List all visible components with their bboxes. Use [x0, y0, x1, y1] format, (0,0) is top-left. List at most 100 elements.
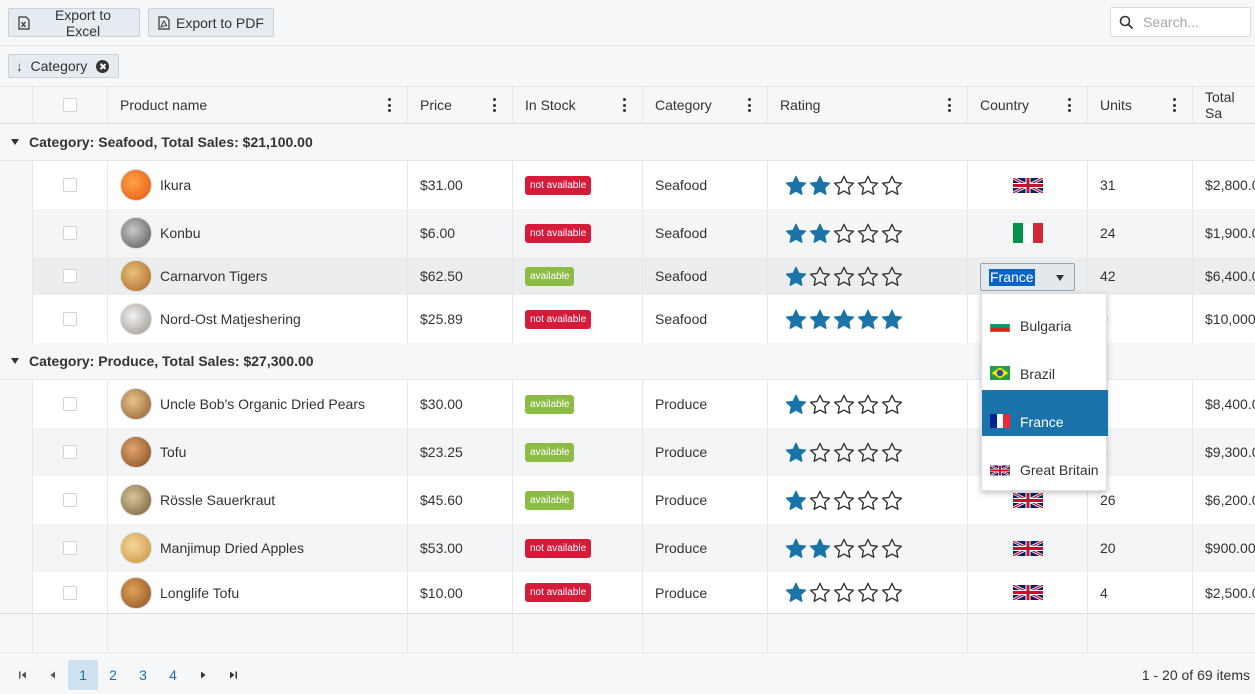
star-filled-icon[interactable]: [833, 309, 855, 330]
header-units[interactable]: Units: [1088, 87, 1193, 124]
row-checkbox[interactable]: [63, 445, 77, 459]
cell-sel[interactable]: [33, 209, 108, 257]
cell-name[interactable]: Konbu: [108, 209, 408, 257]
star-empty-icon[interactable]: [881, 538, 903, 559]
cell-price[interactable]: $23.25: [408, 428, 513, 476]
rating-stars[interactable]: [785, 223, 905, 244]
group-chip-category[interactable]: ↓ Category: [8, 54, 119, 78]
header-country[interactable]: Country: [968, 87, 1088, 124]
star-empty-icon[interactable]: [857, 442, 879, 463]
star-empty-icon[interactable]: [881, 582, 903, 603]
cell-stock[interactable]: available: [513, 476, 643, 524]
star-filled-icon[interactable]: [809, 223, 831, 244]
rating-stars[interactable]: [785, 394, 905, 415]
last-page-icon[interactable]: [218, 660, 248, 690]
star-filled-icon[interactable]: [809, 309, 831, 330]
table-row[interactable]: Rössle Sauerkraut $45.60 available Produce 2…: [0, 476, 1255, 524]
cell-sel[interactable]: [33, 257, 108, 295]
row-checkbox[interactable]: [63, 493, 77, 507]
header-price[interactable]: Price: [408, 87, 513, 124]
cell-total[interactable]: $6,400.0: [1193, 257, 1255, 295]
star-empty-icon[interactable]: [833, 582, 855, 603]
country-dropdown-editor[interactable]: France: [980, 263, 1075, 291]
cell-price[interactable]: $62.50: [408, 257, 513, 295]
chevron-down-icon[interactable]: [1056, 275, 1064, 281]
star-empty-icon[interactable]: [881, 394, 903, 415]
cell-rating[interactable]: [768, 209, 968, 257]
cell-sel[interactable]: [33, 476, 108, 524]
cell-stock[interactable]: not available: [513, 524, 643, 572]
row-checkbox[interactable]: [63, 312, 77, 326]
star-empty-icon[interactable]: [881, 266, 903, 287]
page-2-button[interactable]: 2: [98, 660, 128, 690]
column-menu-icon[interactable]: [748, 98, 751, 112]
cell-category[interactable]: Seafood: [643, 161, 768, 209]
table-row[interactable]: Carnarvon Tigers $62.50 available Seafood 42…: [0, 257, 1255, 295]
star-empty-icon[interactable]: [833, 538, 855, 559]
search-input[interactable]: [1143, 14, 1243, 30]
star-filled-icon[interactable]: [785, 266, 807, 287]
page-1-button[interactable]: 1: [68, 660, 98, 690]
star-empty-icon[interactable]: [833, 394, 855, 415]
cell-stock[interactable]: not available: [513, 295, 643, 343]
star-empty-icon[interactable]: [809, 490, 831, 511]
rating-stars[interactable]: [785, 490, 905, 511]
star-empty-icon[interactable]: [857, 490, 879, 511]
star-empty-icon[interactable]: [833, 266, 855, 287]
cell-name[interactable]: Ikura: [108, 161, 408, 209]
cell-name[interactable]: Longlife Tofu: [108, 572, 408, 613]
star-filled-icon[interactable]: [857, 309, 879, 330]
star-empty-icon[interactable]: [833, 175, 855, 196]
cell-rating[interactable]: [768, 428, 968, 476]
cell-country[interactable]: [968, 524, 1088, 572]
cell-total[interactable]: $2,500.0: [1193, 572, 1255, 613]
cell-sel[interactable]: [33, 572, 108, 613]
export-pdf-button[interactable]: Export to PDF: [148, 8, 274, 37]
cell-name[interactable]: Tofu: [108, 428, 408, 476]
cell-units[interactable]: 26: [1088, 476, 1193, 524]
star-empty-icon[interactable]: [857, 582, 879, 603]
star-filled-icon[interactable]: [785, 175, 807, 196]
rating-stars[interactable]: [785, 538, 905, 559]
cell-sel[interactable]: [33, 524, 108, 572]
star-empty-icon[interactable]: [881, 175, 903, 196]
rating-stars[interactable]: [785, 309, 905, 330]
star-empty-icon[interactable]: [857, 175, 879, 196]
rating-stars[interactable]: [785, 582, 905, 603]
cell-rating[interactable]: [768, 380, 968, 428]
star-empty-icon[interactable]: [857, 538, 879, 559]
star-empty-icon[interactable]: [809, 394, 831, 415]
page-3-button[interactable]: 3: [128, 660, 158, 690]
column-menu-icon[interactable]: [1068, 98, 1071, 112]
cell-stock[interactable]: available: [513, 257, 643, 295]
next-page-icon[interactable]: [188, 660, 218, 690]
cell-stock[interactable]: available: [513, 380, 643, 428]
cell-sel[interactable]: [33, 161, 108, 209]
star-empty-icon[interactable]: [833, 223, 855, 244]
remove-group-icon[interactable]: [96, 60, 109, 73]
column-menu-icon[interactable]: [948, 98, 951, 112]
cell-sel[interactable]: [33, 295, 108, 343]
cell-stock[interactable]: available: [513, 428, 643, 476]
cell-stock[interactable]: not available: [513, 161, 643, 209]
star-empty-icon[interactable]: [833, 490, 855, 511]
star-empty-icon[interactable]: [857, 266, 879, 287]
star-filled-icon[interactable]: [881, 309, 903, 330]
cell-country[interactable]: [968, 476, 1088, 524]
cell-price[interactable]: $53.00: [408, 524, 513, 572]
option-great-britain[interactable]: Great Britain: [982, 438, 1108, 484]
cell-rating[interactable]: [768, 295, 968, 343]
rating-stars[interactable]: [785, 175, 905, 196]
cell-category[interactable]: Seafood: [643, 209, 768, 257]
cell-price[interactable]: $31.00: [408, 161, 513, 209]
column-menu-icon[interactable]: [388, 98, 391, 112]
cell-total[interactable]: $8,400.0: [1193, 380, 1255, 428]
cell-total[interactable]: $900.00: [1193, 524, 1255, 572]
export-excel-button[interactable]: Export to Excel: [8, 7, 140, 39]
cell-country[interactable]: [968, 209, 1088, 257]
table-row[interactable]: Longlife Tofu $10.00 not available Produce 4…: [0, 572, 1255, 613]
table-row[interactable]: Manjimup Dried Apples $53.00 not available…: [0, 524, 1255, 572]
option-france[interactable]: France: [982, 390, 1108, 436]
cell-stock[interactable]: not available: [513, 572, 643, 613]
row-checkbox[interactable]: [63, 178, 77, 192]
